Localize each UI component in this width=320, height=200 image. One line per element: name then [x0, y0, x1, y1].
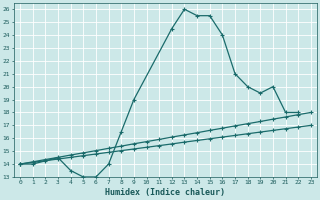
X-axis label: Humidex (Indice chaleur): Humidex (Indice chaleur) [106, 188, 226, 197]
